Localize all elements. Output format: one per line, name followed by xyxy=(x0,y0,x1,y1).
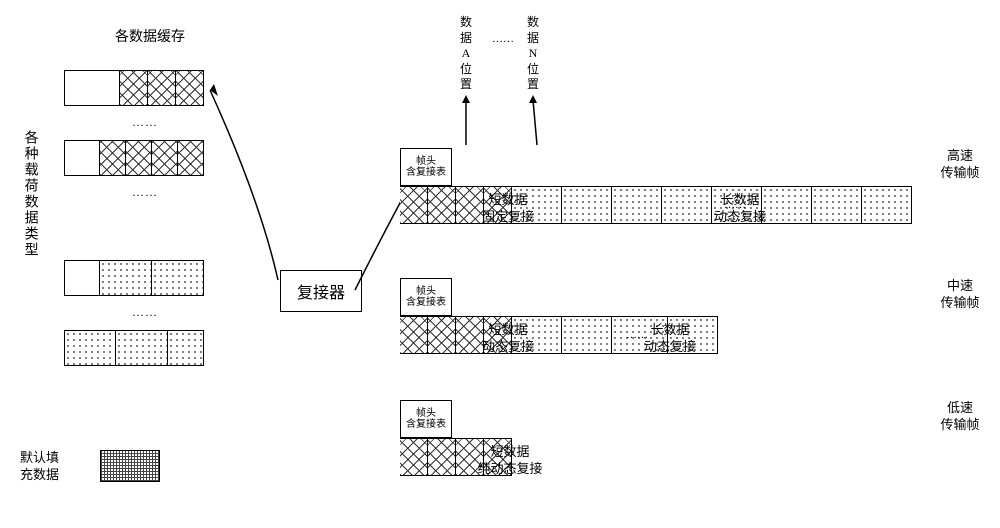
top-label-n: 数 据 N 位 置 xyxy=(525,15,541,93)
frame-high: 帧头 含复接表 …… xyxy=(400,148,912,186)
frame-mid-right-label: 中速 传输帧 xyxy=(930,278,990,312)
frame-mid: 帧头 含复接表 …… xyxy=(400,278,718,316)
top-arrow-a xyxy=(460,95,480,150)
frame-high-right-label: 高速 传输帧 xyxy=(930,148,990,182)
buffer-row-0 xyxy=(64,70,204,106)
default-fill-label: 默认填 充数据 xyxy=(20,450,80,484)
frame-mid-long-label: 长数据 动态复接 xyxy=(590,322,750,356)
left-vertical-label: 各种载荷数据类型 xyxy=(20,130,40,330)
buffer-row-3 xyxy=(64,330,204,366)
buffer-row-2 xyxy=(64,260,204,296)
default-fill-swatch xyxy=(100,450,160,482)
buffer-row-1 xyxy=(64,140,204,176)
frame-low-short-label: 短数据 纯动态复接 xyxy=(440,444,580,478)
buffer-vdots-0: …… xyxy=(132,115,158,130)
top-arrow-n xyxy=(515,95,545,150)
buffer-vdots-2: …… xyxy=(132,305,158,320)
diagram-root: 各数据缓存 各种载荷数据类型 …… …… …… 默认填 充数据 复接器 数 据 … xyxy=(20,20,980,508)
frame-low: 帧头 含复接表 xyxy=(400,400,512,438)
frame-mid-short-label: 短数据 动态复接 xyxy=(452,322,564,356)
frame-low-right-label: 低速 传输帧 xyxy=(930,400,990,434)
frame-high-long-label: 长数据 动态复接 xyxy=(640,192,840,226)
curve-left-arrow xyxy=(200,80,290,290)
top-label-a: 数 据 A 位 置 xyxy=(458,15,474,93)
frame-high-header: 帧头 含复接表 xyxy=(400,148,452,186)
frame-high-short-label: 短数据 固定复接 xyxy=(452,192,564,226)
buffer-vdots-1: …… xyxy=(132,185,158,200)
top-label-dots: …… xyxy=(483,32,523,46)
frame-mid-header: 帧头 含复接表 xyxy=(400,278,452,316)
frame-low-header: 帧头 含复接表 xyxy=(400,400,452,438)
left-title: 各数据缓存 xyxy=(90,30,210,47)
